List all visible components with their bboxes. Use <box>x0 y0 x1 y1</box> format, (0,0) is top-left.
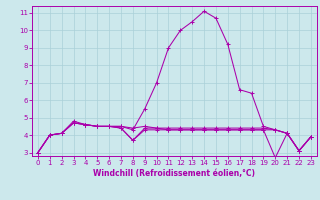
X-axis label: Windchill (Refroidissement éolien,°C): Windchill (Refroidissement éolien,°C) <box>93 169 255 178</box>
